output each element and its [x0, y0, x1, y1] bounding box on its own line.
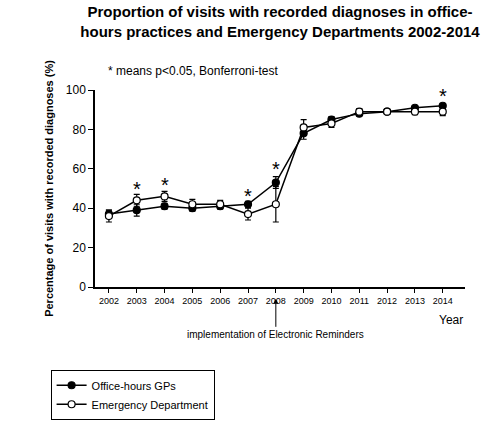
svg-text:Proportion of visits with reco: Proportion of visits with recorded diagn… [80, 3, 480, 40]
svg-text:2003: 2003 [127, 296, 147, 306]
svg-text:Percentage of visits with reco: Percentage of visits with recorded diagn… [43, 60, 55, 317]
svg-text:2006: 2006 [210, 296, 230, 306]
svg-text:2011: 2011 [350, 296, 369, 306]
svg-text:0: 0 [79, 280, 86, 294]
svg-text:*: * [244, 185, 252, 207]
svg-text:2007: 2007 [238, 296, 258, 306]
svg-text:60: 60 [72, 162, 86, 176]
svg-text:2008: 2008 [266, 296, 286, 306]
svg-text:20: 20 [72, 241, 86, 255]
svg-text:2004: 2004 [155, 296, 175, 306]
svg-text:2002: 2002 [99, 296, 119, 306]
svg-text:2010: 2010 [321, 296, 341, 306]
svg-text:2013: 2013 [405, 296, 425, 306]
svg-text:Office-hours GPs: Office-hours GPs [92, 380, 177, 392]
svg-text:* means p<0.05, Bonferroni-tes: * means p<0.05, Bonferroni-test [108, 64, 278, 78]
svg-text:Emergency Department: Emergency Department [92, 399, 208, 411]
svg-text:40: 40 [72, 201, 86, 215]
svg-text:implementation of Electronic R: implementation of Electronic Reminders [187, 329, 364, 340]
svg-text:2014: 2014 [433, 296, 453, 306]
svg-text:*: * [133, 178, 141, 200]
svg-text:80: 80 [72, 123, 86, 137]
svg-text:2012: 2012 [377, 296, 397, 306]
svg-text:*: * [439, 85, 447, 107]
svg-text:2009: 2009 [294, 296, 314, 306]
svg-text:2005: 2005 [182, 296, 202, 306]
svg-text:100: 100 [66, 83, 86, 97]
svg-text:*: * [272, 158, 280, 180]
svg-text:*: * [161, 174, 169, 196]
svg-text:Year: Year [439, 313, 463, 327]
